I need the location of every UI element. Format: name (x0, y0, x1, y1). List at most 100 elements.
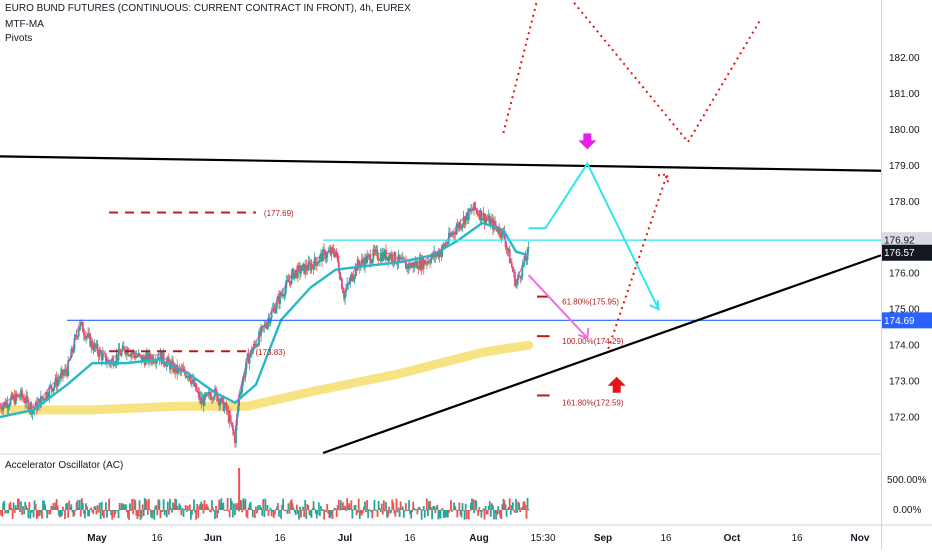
oscillator-bar (378, 507, 381, 510)
candle-body (299, 265, 301, 274)
oscillator-bar (386, 510, 388, 518)
candle-body (345, 288, 348, 293)
candle-body (367, 254, 370, 256)
candle-body (197, 391, 200, 393)
oscillator-bar (436, 504, 439, 510)
candle-body (128, 355, 130, 357)
candle-body (202, 399, 205, 406)
oscillator-bar (207, 508, 210, 510)
oscillator-bar (46, 510, 49, 519)
oscillator-bar (186, 505, 189, 510)
candle-body (311, 264, 314, 266)
oscillator-bar (108, 498, 110, 510)
candle-body (17, 395, 20, 398)
candle-body (420, 257, 423, 270)
candle-body (167, 357, 170, 362)
oscillator-bar (240, 500, 243, 510)
oscillator-bar (42, 500, 44, 510)
candle-body (130, 353, 133, 357)
oscillator-bar (124, 504, 127, 510)
oscillator-bar (429, 501, 431, 510)
oscillator-bar (345, 510, 348, 511)
oscillator-bar (275, 506, 278, 510)
oscillator-bar (322, 509, 324, 511)
oscillator-bar (406, 509, 408, 511)
candle-body (430, 257, 432, 264)
candle-body (40, 396, 42, 408)
oscillator-bar (328, 510, 331, 519)
candle-body (78, 325, 81, 331)
candle-body (218, 399, 221, 406)
candle-body (131, 353, 134, 355)
oscillator-bar (342, 502, 344, 510)
oscillator-bar (450, 500, 452, 510)
candle-body (283, 295, 286, 297)
oscillator-bar (2, 502, 5, 510)
candle-body (241, 383, 244, 392)
candle-body (187, 375, 190, 378)
candle-body (291, 269, 294, 274)
oscillator-bar (143, 498, 146, 510)
oscillator-bar (131, 498, 134, 510)
candle-body (516, 280, 518, 285)
candle-body (60, 369, 63, 374)
oscillator-bar (116, 510, 119, 511)
oscillator-bar (175, 499, 178, 510)
oscillator-bar (303, 510, 306, 517)
oscillator-bar (37, 510, 40, 517)
oscillator-title[interactable]: Accelerator Oscillator (AC) (5, 460, 124, 471)
oscillator-bar (106, 510, 108, 518)
candle-body (438, 252, 441, 258)
candle-body (210, 398, 213, 400)
oscillator-bar (325, 510, 328, 513)
indicator-mtf-ma-label[interactable]: MTF-MA (5, 19, 44, 30)
oscillator-bar (311, 507, 314, 510)
oscillator-bar (382, 500, 385, 510)
candle-body (194, 383, 196, 386)
oscillator-bar (462, 510, 465, 511)
price-tick-label: 173.00 (889, 377, 920, 388)
oscillator-bar (208, 510, 211, 512)
price-tick-label: 182.00 (889, 53, 920, 64)
candle-body (136, 355, 139, 357)
candle-body (378, 260, 381, 261)
candle-body (404, 261, 407, 269)
oscillator-bar (412, 501, 415, 510)
candle-body (507, 249, 510, 251)
oscillator-bar (172, 502, 174, 510)
oscillator-bar (343, 507, 345, 510)
oscillator-bar (229, 498, 232, 510)
candle-body (391, 254, 394, 262)
candle-body (270, 311, 273, 319)
oscillator-bar (162, 499, 165, 510)
oscillator-bar (126, 510, 128, 513)
oscillator-bar (296, 510, 299, 514)
candle-body (364, 256, 366, 268)
oscillator-bar (304, 499, 307, 510)
candle-body (272, 307, 275, 310)
oscillator-bar (456, 510, 459, 518)
oscillator-bar (283, 510, 286, 511)
oscillator-bar (155, 505, 158, 510)
candle-body (19, 397, 21, 398)
candle-body (306, 269, 309, 271)
oscillator-bar (221, 503, 224, 510)
candle-body (348, 283, 351, 285)
candle-body (103, 352, 106, 354)
candle-body (417, 268, 420, 270)
candle-body (191, 380, 193, 384)
candle-body (66, 372, 69, 376)
oscillator-bar (523, 501, 526, 510)
oscillator-bar (451, 510, 453, 512)
oscillator-bar (127, 510, 129, 518)
candle-body (343, 293, 345, 299)
oscillator-bar (54, 502, 57, 510)
candle-body (267, 318, 270, 323)
oscillator-bar (206, 506, 209, 510)
oscillator-bar (433, 505, 436, 510)
candle-body (456, 224, 459, 229)
candle-body (429, 262, 431, 264)
oscillator-bar (326, 503, 329, 510)
candle-body (284, 287, 287, 296)
indicator-pivots-label[interactable]: Pivots (5, 33, 33, 44)
